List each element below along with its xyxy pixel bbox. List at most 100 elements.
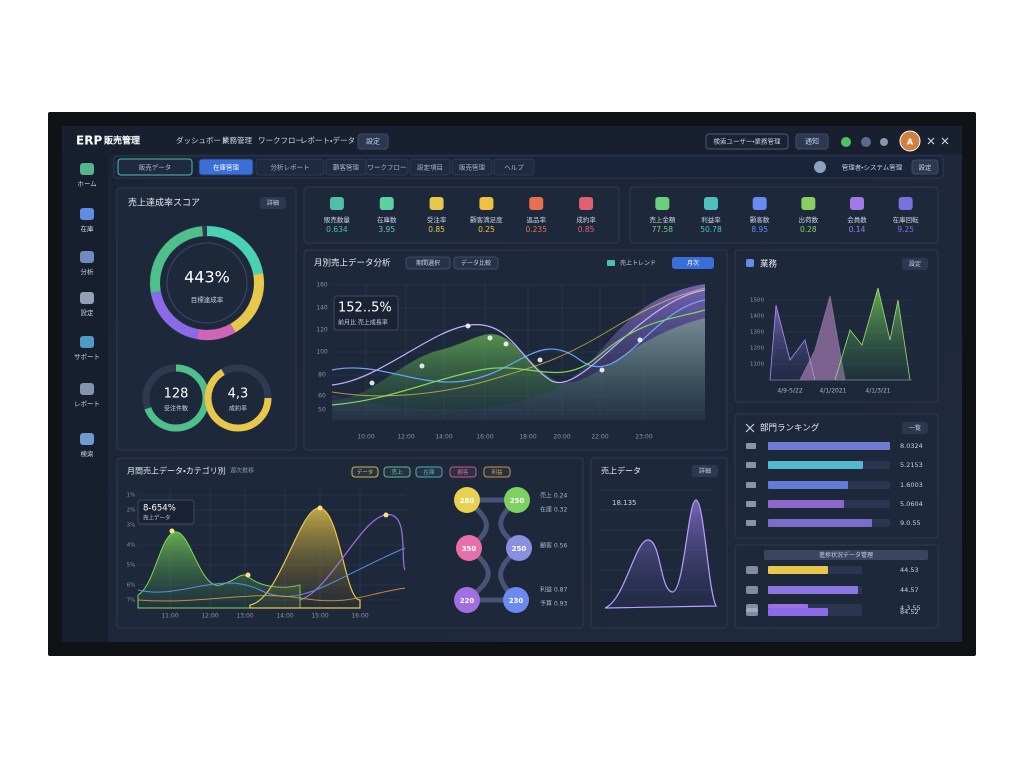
tab[interactable] <box>409 158 451 176</box>
menu-item[interactable]: ダッシュボード <box>176 135 229 145</box>
chart-button[interactable] <box>453 256 499 270</box>
sidebar-icon[interactable] <box>80 292 94 304</box>
tab-label[interactable]: 在庫管理 <box>213 163 240 172</box>
panel-subtitle: 週次推移 <box>230 467 254 475</box>
row-icon <box>746 608 758 616</box>
tab[interactable] <box>255 158 325 176</box>
node-label: 250 <box>510 497 525 505</box>
sidebar-icon[interactable] <box>80 433 94 445</box>
status-icon[interactable] <box>880 138 888 146</box>
y-tick-label: 160 <box>316 282 328 289</box>
row-icon <box>746 520 756 526</box>
tab[interactable] <box>365 158 409 176</box>
panel-button-label[interactable]: 一覧 <box>909 424 921 432</box>
x-tick-label: 11:00 <box>161 613 178 620</box>
sidebar-icon[interactable] <box>80 163 94 175</box>
header-button[interactable] <box>357 133 389 150</box>
panel-button[interactable] <box>902 422 928 434</box>
sidebar-label[interactable]: 分析 <box>81 267 95 276</box>
bar <box>768 481 848 489</box>
panel-icon <box>745 423 755 433</box>
ring-segment <box>197 323 236 340</box>
data-dot <box>503 341 509 347</box>
panel-button-label[interactable]: 設定 <box>909 260 921 268</box>
panel-button[interactable] <box>692 465 718 477</box>
sidebar-icon[interactable] <box>80 208 94 220</box>
menu-item[interactable]: 業務管理 <box>222 135 252 145</box>
panel-value: 18.135 <box>612 499 637 507</box>
tab-label[interactable]: ワークフロー <box>368 164 407 172</box>
sidebar-label[interactable]: 在庫 <box>81 224 95 233</box>
user-button-label[interactable]: 設定 <box>919 164 933 172</box>
search-text[interactable]: 検索ユーザー・業務管理 <box>713 137 781 146</box>
menu-item[interactable]: レポート・データ <box>300 135 355 145</box>
ring-segment <box>230 273 264 333</box>
sidebar-label[interactable]: レポート <box>74 400 100 408</box>
panel-icon <box>746 259 754 267</box>
search-box[interactable] <box>705 133 789 150</box>
bar <box>768 608 828 616</box>
node-caption: 利益 0.87 <box>540 586 567 594</box>
kpi-value: 50.78 <box>700 225 722 234</box>
chart-button[interactable] <box>405 256 451 270</box>
notify-label[interactable]: 通知 <box>805 137 819 146</box>
tab-label[interactable]: 販売データ <box>139 163 172 172</box>
kpi-label: 在庫回転 <box>893 215 920 224</box>
x-tick-label: 14:00 <box>435 434 452 441</box>
menu-item[interactable]: ワークフロー <box>258 136 303 145</box>
panel-button-label[interactable]: 詳細 <box>267 199 279 207</box>
sidebar-label[interactable]: ホーム <box>77 180 97 188</box>
sidebar-icon[interactable] <box>80 251 94 263</box>
node[interactable] <box>503 587 529 613</box>
sidebar-label[interactable]: サポート <box>74 353 100 361</box>
data-dot <box>599 367 605 373</box>
sidebar-label[interactable]: 設定 <box>81 309 95 317</box>
avatar[interactable] <box>899 130 921 152</box>
panel-button-label[interactable]: 詳細 <box>699 467 711 475</box>
sidebar-icon[interactable] <box>80 383 94 395</box>
y-tick-label: 1% <box>127 493 136 499</box>
panel-button[interactable] <box>260 197 286 209</box>
node[interactable] <box>504 487 530 513</box>
avatar-initial: A <box>907 138 914 147</box>
chart-button-label[interactable]: データ比較 <box>461 259 491 267</box>
x-tick-label: 4/9-5/22 <box>777 388 802 395</box>
node[interactable] <box>454 487 480 513</box>
tab-label[interactable]: 顧客管理 <box>333 163 360 172</box>
sidebar-label[interactable]: 検索 <box>81 449 95 458</box>
chart-value: 152..5% <box>338 301 392 316</box>
sidebar-icon[interactable] <box>80 336 94 348</box>
kpi-label: 返品率 <box>527 216 547 224</box>
status-icon[interactable] <box>861 137 871 147</box>
user-button[interactable] <box>911 159 939 175</box>
chart-button-label[interactable]: 月次 <box>687 259 699 267</box>
tab[interactable] <box>451 158 493 176</box>
tab[interactable] <box>117 158 193 176</box>
tab[interactable] <box>198 158 254 176</box>
status-icon[interactable] <box>841 137 851 147</box>
row-value: 1.6003 <box>900 481 923 489</box>
chart-button-label[interactable]: 期間選択 <box>416 259 440 267</box>
panel-title: 部門ランキング <box>760 423 820 434</box>
tab-label[interactable]: 設定項目 <box>417 164 443 172</box>
tab[interactable] <box>493 158 535 176</box>
node[interactable] <box>456 535 482 561</box>
node[interactable] <box>454 587 480 613</box>
bar <box>768 519 872 527</box>
panel-title: 売上達成率スコア <box>128 197 200 209</box>
header-button-label[interactable]: 設定 <box>366 138 380 146</box>
panel-button[interactable] <box>902 258 928 270</box>
legend-swatch <box>607 260 615 266</box>
node[interactable] <box>506 535 532 561</box>
right-value: 4,3 <box>228 387 249 402</box>
legend-label: 売上 <box>391 468 403 476</box>
tab-label[interactable]: 分析レポート <box>271 163 310 172</box>
chart-button[interactable] <box>672 257 714 269</box>
data-dot <box>317 505 323 511</box>
notify-button[interactable] <box>795 133 829 150</box>
tab-label[interactable]: 販売管理 <box>459 163 486 172</box>
kpi-value: 0.25 <box>478 225 495 234</box>
tab-label[interactable]: ヘルプ <box>504 164 524 172</box>
bar <box>768 442 890 450</box>
legend-chip <box>449 466 477 478</box>
